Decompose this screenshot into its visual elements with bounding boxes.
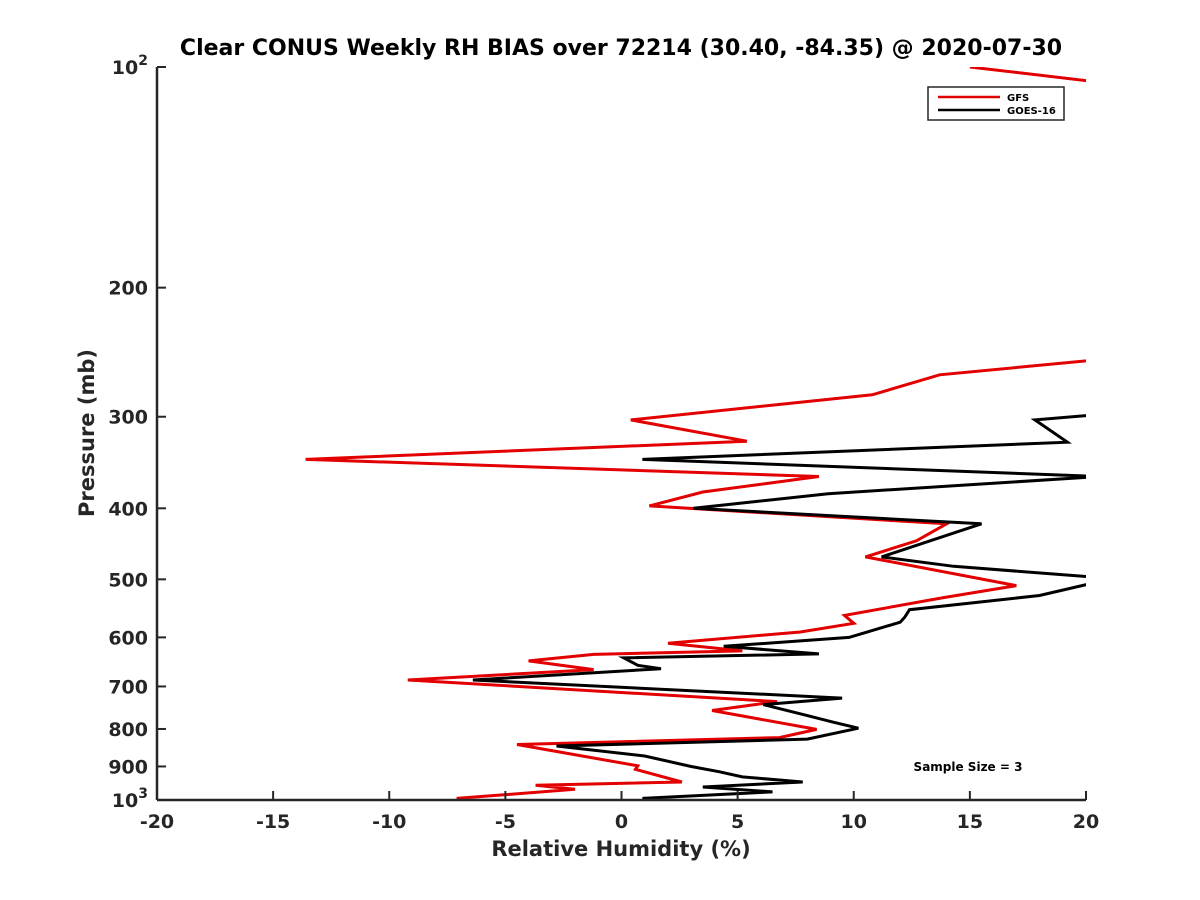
series-layer (305, 67, 1086, 800)
chart-title: Clear CONUS Weekly RH BIAS over 72214 (3… (180, 36, 1062, 61)
x-tick-label: -10 (372, 811, 406, 833)
legend-box (927, 86, 1065, 121)
x-ticks: -20 -15 -10 -5 0 5 10 15 20 (140, 791, 1099, 833)
x-tick-label: 5 (731, 811, 744, 833)
x-tick-label: 20 (1073, 811, 1099, 833)
x-tick-label: 10 (841, 811, 867, 833)
y-tick-label: 400 (108, 498, 148, 520)
x-tick-label: 15 (957, 811, 983, 833)
x-tick-label: -20 (140, 811, 174, 833)
legend-label-gfs: GFS (1007, 93, 1029, 104)
x-tick-label: 0 (615, 811, 628, 833)
series-line-goes16 (472, 414, 1086, 800)
y-tick-label: 200 (108, 278, 148, 300)
y-tick-label: 102 (112, 53, 148, 79)
y-tick-label: 800 (108, 719, 148, 741)
series-line-gfs (305, 67, 1086, 800)
axes-layer (155, 67, 1086, 802)
y-tick-label: 300 (108, 407, 148, 429)
y-axis-title: Pressure (mb) (75, 349, 99, 517)
y-tick-label: 600 (108, 627, 148, 649)
legend-label-goes16: GOES-16 (1007, 106, 1056, 117)
legend: GFS GOES-16 (927, 86, 1065, 121)
y-ticks: 102 200 300 400 500 600 700 800 900 103 (108, 53, 166, 812)
y-tick-label: 103 (112, 786, 148, 812)
x-axis-title: Relative Humidity (%) (491, 837, 750, 861)
y-tick-label: 500 (108, 569, 148, 591)
y-tick-label: 900 (108, 756, 148, 778)
x-tick-label: -5 (495, 811, 516, 833)
sample-size-annotation: Sample Size = 3 (914, 760, 1023, 774)
x-tick-label: -15 (256, 811, 290, 833)
y-tick-label: 700 (108, 676, 148, 698)
